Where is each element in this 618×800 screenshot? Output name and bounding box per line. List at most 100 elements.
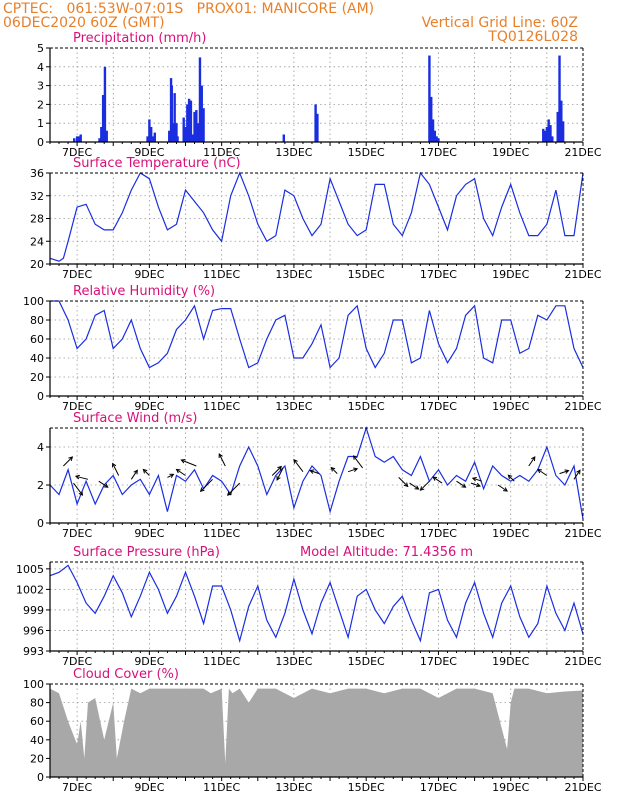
- x-tick-label: 11DEC: [203, 146, 240, 159]
- precip-bar: [173, 93, 176, 142]
- y-tick-label: 993: [23, 645, 44, 658]
- series-line: [49, 171, 584, 262]
- wind-arrow: [310, 470, 320, 475]
- y-tick-label: 20: [30, 752, 44, 765]
- model-altitude-label: Model Altitude: 71.4356 m: [300, 545, 473, 560]
- precip-bar: [202, 108, 205, 142]
- panel-title: Cloud Cover (%): [73, 667, 179, 682]
- y-tick-label: 0: [37, 390, 44, 403]
- x-tick-label: 13DEC: [275, 527, 312, 540]
- y-tick-label: 0: [37, 771, 44, 784]
- x-tick-label: 21DEC: [564, 268, 601, 281]
- precip-bar: [168, 130, 171, 142]
- precip-bar: [428, 55, 431, 142]
- x-tick-label: 13DEC: [275, 268, 312, 281]
- precip-bar: [545, 126, 549, 142]
- y-tick-label: 5: [37, 42, 44, 55]
- precip-bar: [187, 98, 191, 142]
- x-tick-label: 7DEC: [62, 655, 92, 668]
- x-tick-label: 9DEC: [134, 527, 164, 540]
- x-tick-label: 7DEC: [62, 268, 92, 281]
- wind-arrow-head: [353, 467, 359, 472]
- x-tick-label: 11DEC: [203, 655, 240, 668]
- precip-bar: [558, 55, 561, 142]
- x-tick-label: 9DEC: [134, 146, 164, 159]
- panel-title: Surface Temperature (nC): [73, 156, 241, 171]
- wind-arrow-head: [414, 485, 420, 490]
- precip-bar: [182, 117, 185, 142]
- wind-arrow-head: [68, 456, 74, 461]
- y-tick-label: 20: [30, 371, 44, 384]
- x-tick-label: 15DEC: [348, 268, 385, 281]
- y-tick-label: 4: [37, 441, 44, 454]
- precip-bar: [551, 136, 554, 142]
- wind-arrow: [330, 467, 338, 474]
- y-tick-label: 4: [37, 61, 44, 74]
- precip-bar: [75, 136, 79, 142]
- precip-bar: [151, 136, 155, 142]
- panel-title: Surface Pressure (hPa): [73, 545, 220, 560]
- panel-4: [46, 561, 584, 655]
- precip-bar: [176, 136, 179, 142]
- x-tick-label: 19DEC: [492, 781, 529, 794]
- y-tick-label: 1002: [16, 583, 44, 596]
- wind-arrow-head: [531, 456, 536, 462]
- wind-arrow: [398, 477, 409, 487]
- x-tick-label: 17DEC: [420, 527, 457, 540]
- wind-arrow: [537, 469, 548, 476]
- x-tick-label: 21DEC: [564, 400, 601, 413]
- wind-arrow: [347, 468, 358, 473]
- precip-bar: [146, 136, 149, 142]
- y-tick-label: 20: [30, 258, 44, 271]
- wind-arrow: [409, 482, 419, 490]
- x-tick-label: 7DEC: [62, 146, 92, 159]
- wind-arrow-head: [218, 453, 223, 459]
- y-tick-label: 32: [30, 190, 44, 203]
- wind-arrow-head: [403, 482, 409, 488]
- x-tick-label: 21DEC: [564, 146, 601, 159]
- x-tick-label: 17DEC: [420, 146, 457, 159]
- wind-arrow: [293, 459, 304, 473]
- y-tick-label: 100: [23, 295, 44, 308]
- precip-bar: [170, 85, 173, 142]
- wind-arrow-head: [461, 483, 467, 488]
- x-tick-label: 15DEC: [348, 527, 385, 540]
- precip-bar: [184, 126, 187, 142]
- y-tick-label: 1: [37, 117, 44, 130]
- header-station-line: CPTEC: 061:53W-07:01S PROX01: MANICORE (…: [3, 1, 375, 17]
- precip-bar: [148, 119, 151, 142]
- x-tick-label: 21DEC: [564, 781, 601, 794]
- precip-bar: [430, 96, 433, 142]
- precip-bar: [431, 119, 435, 142]
- x-tick-label: 17DEC: [420, 655, 457, 668]
- wind-arrow-head: [199, 487, 205, 493]
- y-tick-label: 3: [37, 80, 44, 93]
- precip-bar: [103, 66, 107, 142]
- y-tick-label: 60: [30, 333, 44, 346]
- wind-arrow-head: [564, 469, 570, 474]
- y-tick-label: 40: [30, 352, 44, 365]
- x-tick-label: 7DEC: [62, 400, 92, 413]
- x-tick-label: 19DEC: [492, 146, 529, 159]
- precip-bar: [79, 134, 82, 142]
- y-tick-label: 100: [23, 678, 44, 691]
- wind-arrow: [218, 453, 226, 467]
- x-tick-label: 11DEC: [203, 781, 240, 794]
- wind-arrow-head: [276, 475, 281, 481]
- wind-arrow: [227, 482, 241, 496]
- x-tick-label: 19DEC: [492, 527, 529, 540]
- wind-arrow-head: [352, 455, 358, 460]
- x-tick-label: 9DEC: [134, 268, 164, 281]
- x-tick-label: 17DEC: [420, 781, 457, 794]
- x-tick-label: 21DEC: [564, 527, 601, 540]
- wind-arrow: [167, 473, 174, 478]
- wind-arrow-head: [169, 473, 175, 478]
- wind-arrow: [559, 470, 569, 475]
- wind-arrow-head: [293, 458, 298, 464]
- wind-arrow: [75, 475, 89, 480]
- precip-bar: [314, 104, 317, 142]
- precip-bar: [149, 126, 153, 142]
- precip-bar: [77, 136, 81, 142]
- wind-arrow-head: [419, 486, 425, 491]
